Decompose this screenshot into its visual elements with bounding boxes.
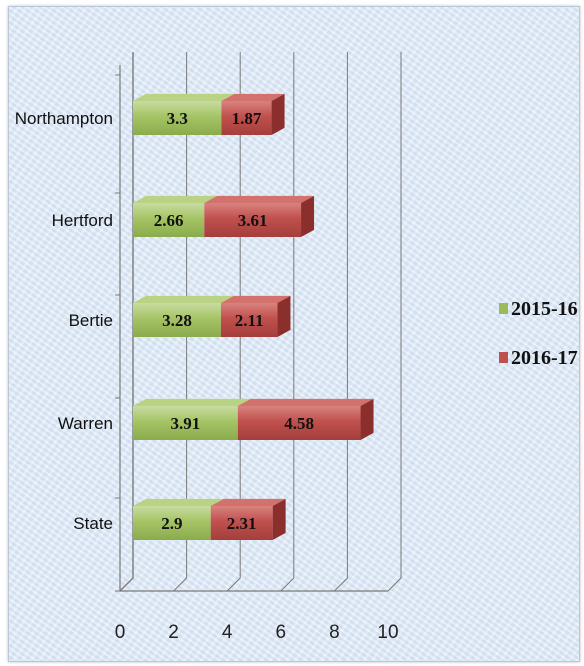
data-label: 2.31 xyxy=(227,514,257,533)
data-label: 3.61 xyxy=(238,211,268,230)
category-label: Hertford xyxy=(52,211,113,230)
x-tick-label: 8 xyxy=(329,622,340,643)
gridline-10 xyxy=(387,52,402,592)
data-label: 2.9 xyxy=(161,514,182,533)
bar-segment xyxy=(133,498,224,540)
bar-segment xyxy=(204,195,315,237)
category-label: Bertie xyxy=(69,311,113,330)
category-label: Warren xyxy=(58,414,113,433)
bar-segment xyxy=(237,398,374,440)
data-label: 3.3 xyxy=(167,109,188,128)
category-label: Northampton xyxy=(15,109,113,128)
gridline-0 xyxy=(119,52,134,592)
bar-segment xyxy=(133,295,234,337)
gridline-8 xyxy=(334,52,348,592)
legend: 2015-16 2016-17 xyxy=(499,298,578,369)
category-labels: Northampton Hertford Bertie Warren State xyxy=(15,109,113,533)
data-label: 1.87 xyxy=(232,109,262,128)
data-label: 2.66 xyxy=(154,211,184,230)
bar-segment xyxy=(133,398,251,440)
bar-segment xyxy=(221,93,285,135)
legend-swatch xyxy=(499,352,508,363)
x-tick-label: 2 xyxy=(168,622,179,643)
legend-label: 2016-17 xyxy=(511,347,578,369)
bar-segment xyxy=(133,195,218,237)
x-tick-label: 6 xyxy=(276,622,287,643)
bar-segment xyxy=(133,93,235,135)
bar-segment xyxy=(210,498,286,540)
x-tick-label: 0 xyxy=(115,622,126,643)
data-label: 3.91 xyxy=(171,414,201,433)
data-label: 4.58 xyxy=(284,414,314,433)
data-label: 2.11 xyxy=(235,311,264,330)
category-label: State xyxy=(73,514,113,533)
x-tick-label: 4 xyxy=(222,622,233,643)
legend-swatch xyxy=(499,303,508,314)
bars: 3.3 1.87 2.66 3.61 3.28 2.11 3.91 4.58 2.9 2.31 xyxy=(133,93,374,540)
data-label: 3.28 xyxy=(162,311,192,330)
x-tick-label: 10 xyxy=(377,622,398,643)
legend-label: 2015-16 xyxy=(511,298,578,320)
x-axis-ticks: 0 2 4 6 8 10 xyxy=(115,622,399,643)
bar-segment xyxy=(220,295,291,337)
